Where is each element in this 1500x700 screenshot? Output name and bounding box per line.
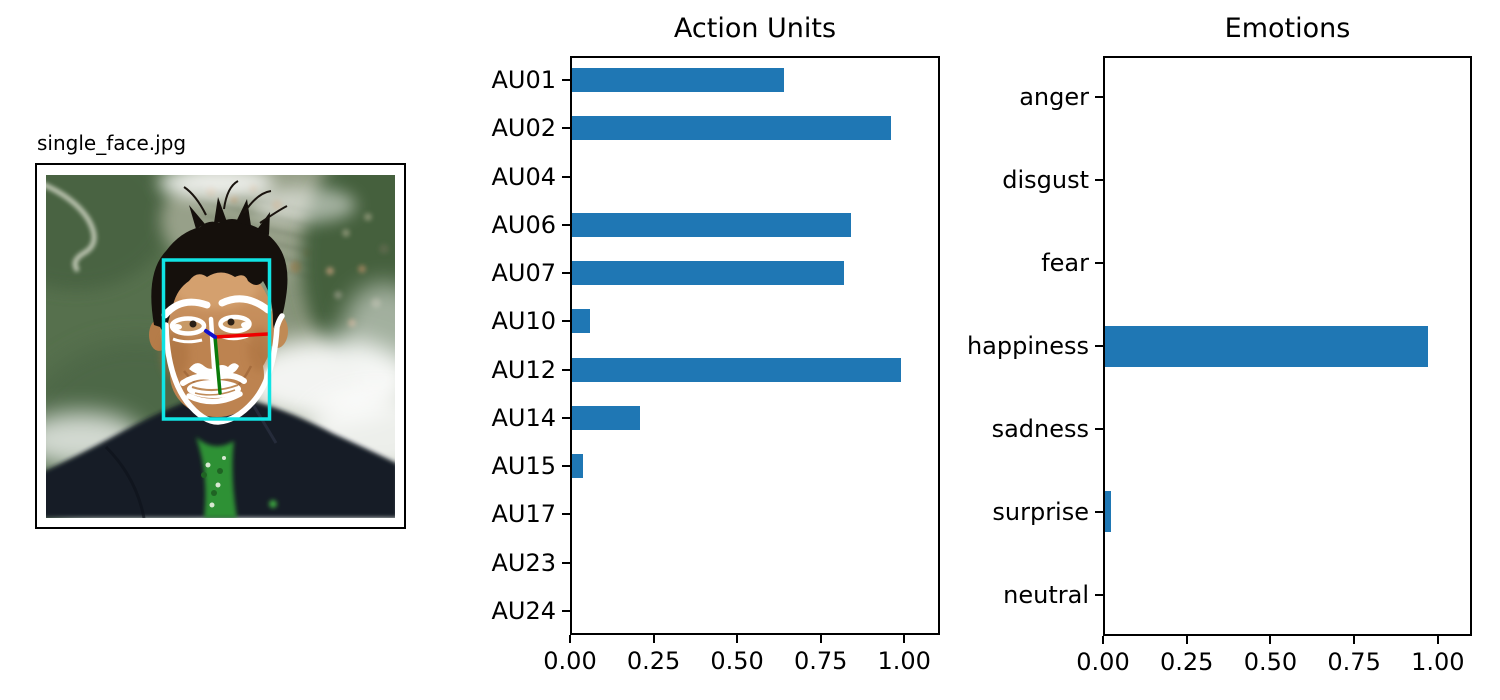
x-axis-tick: [903, 635, 906, 643]
y-tick-label-AU07: AU07: [491, 259, 556, 288]
x-axis-tick: [1436, 636, 1439, 644]
x-tick-label-1.00: 1.00: [877, 647, 931, 675]
pose-axes: [204, 329, 270, 395]
facial-landmarks: [161, 295, 285, 425]
x-axis-tick: [1353, 636, 1356, 644]
x-axis-tick: [1269, 636, 1272, 644]
y-axis-tick: [562, 513, 570, 516]
y-tick-label-AU23: AU23: [491, 548, 556, 577]
y-tick-label-AU15: AU15: [491, 452, 556, 481]
pose-axis-x: [213, 332, 270, 339]
chart-title: Emotions: [1224, 13, 1351, 44]
y-axis-tick: [1095, 179, 1103, 182]
x-axis-tick: [819, 635, 822, 643]
y-axis-tick: [562, 175, 570, 178]
detected-face-image: [46, 175, 395, 518]
y-axis-tick: [1095, 345, 1103, 347]
chart-action-units: Action Units AU01 AU02 AU04 AU06 AU07 AU10 AU12…: [491, 13, 940, 675]
y-axis-tick: [562, 561, 570, 564]
y-tick-label-AU17: AU17: [491, 500, 556, 529]
y-axis-tick: [562, 416, 570, 419]
chart-emotions: Emotions anger disgust fear happiness sadness…: [967, 13, 1472, 676]
y-axis-tick: [562, 368, 570, 371]
y-axis-tick: [562, 223, 570, 226]
x-axis-tick: [652, 635, 655, 643]
y-axis-tick: [562, 609, 570, 612]
y-tick-label-AU02: AU02: [491, 114, 556, 143]
y-tick-label-neutral: neutral: [1003, 580, 1089, 609]
plot-area-border: [570, 56, 940, 635]
pose-axis-z: [204, 329, 217, 339]
bar-surprise: [1103, 491, 1112, 533]
bar-AU01: [570, 68, 784, 93]
y-axis-tick: [562, 79, 570, 82]
x-tick-label-0.25: 0.25: [626, 647, 681, 675]
x-tick-label-0.25: 0.25: [1159, 648, 1214, 676]
bar-AU12: [570, 357, 901, 382]
x-tick-label-1.00: 1.00: [1411, 648, 1465, 676]
bar-happiness: [1103, 325, 1428, 367]
y-tick-label-sadness: sadness: [991, 414, 1089, 443]
y-tick-label-disgust: disgust: [1002, 166, 1089, 195]
bar-AU07: [570, 261, 845, 286]
y-tick-label-AU14: AU14: [491, 403, 556, 432]
y-axis-tick: [1095, 262, 1103, 265]
y-axis-tick: [1095, 96, 1103, 99]
y-tick-label-anger: anger: [1019, 83, 1089, 112]
x-tick-label-0.00: 0.00: [1076, 648, 1130, 676]
y-tick-label-AU24: AU24: [491, 596, 556, 625]
x-tick-label-0.75: 0.75: [793, 647, 848, 675]
bar-AU15: [570, 454, 584, 479]
x-axis-tick: [736, 635, 739, 643]
x-axis-tick: [1102, 636, 1104, 644]
bar-AU02: [570, 116, 891, 141]
image-title: single_face.jpg: [37, 131, 187, 155]
x-axis-tick: [1185, 636, 1188, 644]
y-axis-tick: [562, 127, 570, 130]
bar-AU06: [570, 212, 851, 237]
y-axis-tick: [562, 272, 570, 275]
bar-AU10: [570, 309, 591, 334]
y-axis-tick: [1095, 427, 1103, 430]
x-tick-label-0.00: 0.00: [543, 647, 597, 675]
chart-title: Action Units: [673, 13, 837, 44]
y-tick-label-AU12: AU12: [491, 355, 556, 384]
x-axis-tick: [569, 635, 571, 643]
y-tick-label-AU10: AU10: [491, 307, 556, 336]
y-tick-label-AU01: AU01: [491, 66, 556, 95]
x-tick-label-0.50: 0.50: [1243, 648, 1298, 676]
pose-axis-y: [213, 335, 222, 395]
x-tick-label-0.50: 0.50: [710, 647, 764, 675]
y-axis-tick: [562, 465, 570, 468]
bar-AU14: [570, 405, 641, 430]
y-axis-tick: [1095, 593, 1103, 596]
y-axis-tick: [1095, 510, 1103, 513]
y-tick-label-AU06: AU06: [491, 210, 556, 239]
y-axis-tick: [562, 320, 570, 323]
y-tick-label-AU04: AU04: [491, 162, 556, 191]
face-bounding-box: [161, 258, 272, 421]
y-tick-label-fear: fear: [1041, 249, 1089, 278]
x-tick-label-0.75: 0.75: [1327, 648, 1381, 676]
y-tick-label-happiness: happiness: [966, 332, 1089, 360]
y-tick-label-surprise: surprise: [992, 497, 1089, 526]
